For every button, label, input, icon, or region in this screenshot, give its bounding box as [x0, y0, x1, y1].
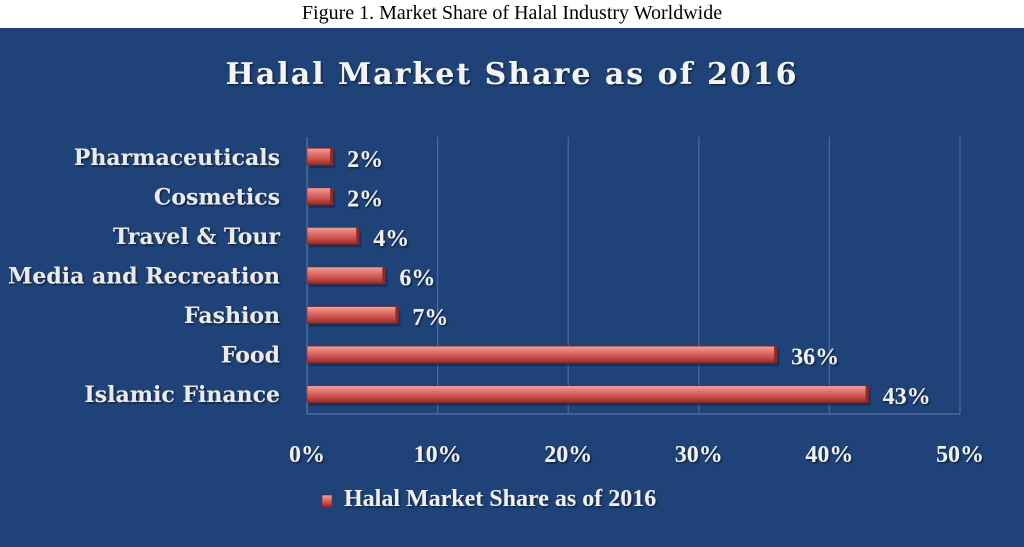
data-label: 2% [347, 186, 383, 212]
bar-chart: Halal Market Share as of 2016 0% 10% 20% 30… [8, 57, 984, 512]
bar [306, 306, 399, 324]
category-label: Fashion [184, 303, 280, 329]
data-label: 43% [883, 384, 931, 410]
bar [306, 345, 778, 364]
bar [306, 227, 360, 245]
bar-end-cap [865, 385, 869, 403]
x-tick-label: 10% [414, 442, 462, 468]
bar-end-cap [395, 306, 399, 324]
data-label: 4% [373, 226, 409, 252]
chart-panel: Halal Market Share as of 2016 0% 10% 20% 30… [0, 28, 1024, 547]
legend: Halal Market Share as of 2016 [321, 486, 656, 512]
category-label: Food [221, 343, 280, 369]
bar-end-cap [774, 346, 778, 364]
x-tick-label: 0% [289, 442, 325, 468]
chart-title: Halal Market Share as of 2016 [226, 57, 799, 92]
x-tick-label: 40% [805, 442, 853, 468]
bar [306, 385, 869, 404]
figure-caption: Figure 1. Market Share of Halal Industry… [301, 2, 723, 24]
bar [306, 266, 386, 285]
bar-end-cap [382, 267, 386, 284]
x-tick-label: 20% [544, 442, 592, 468]
bar [306, 187, 334, 206]
category-label: Islamic Finance [84, 382, 280, 408]
legend-label: Halal Market Share as of 2016 [344, 486, 656, 512]
x-tick-label: 50% [936, 442, 984, 468]
legend-swatch [321, 494, 333, 508]
bar-end-cap [356, 227, 360, 245]
bar-end-cap [330, 148, 334, 166]
data-label: 36% [791, 345, 839, 371]
category-label: Cosmetics [154, 184, 280, 210]
category-label: Travel & Tour [113, 224, 280, 250]
x-tick-label: 30% [675, 442, 723, 468]
data-label: 2% [347, 147, 383, 173]
data-label: 6% [399, 266, 435, 292]
category-label: Pharmaceuticals [74, 145, 280, 171]
bar [306, 147, 334, 166]
category-label: Media and Recreation [8, 264, 280, 290]
data-label: 7% [412, 305, 448, 331]
bar-end-cap [330, 187, 334, 205]
